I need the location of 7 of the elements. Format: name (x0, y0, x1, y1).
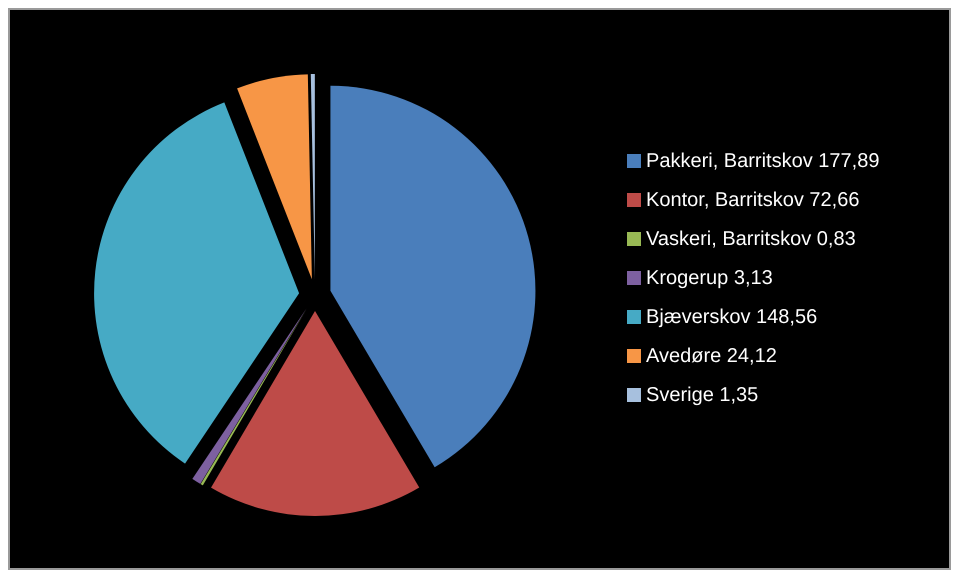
legend-label: Sverige 1,35 (646, 384, 758, 406)
legend-label: Pakkeri, Barritskov 177,89 (646, 150, 880, 172)
legend-label: Kontor, Barritskov 72,66 (646, 189, 860, 211)
legend-label: Vaskeri, Barritskov 0,83 (646, 228, 856, 250)
legend-label: Avedøre 24,12 (646, 345, 777, 367)
legend-label: Bjæverskov 148,56 (646, 306, 818, 328)
legend-label: Krogerup 3,13 (646, 267, 773, 289)
